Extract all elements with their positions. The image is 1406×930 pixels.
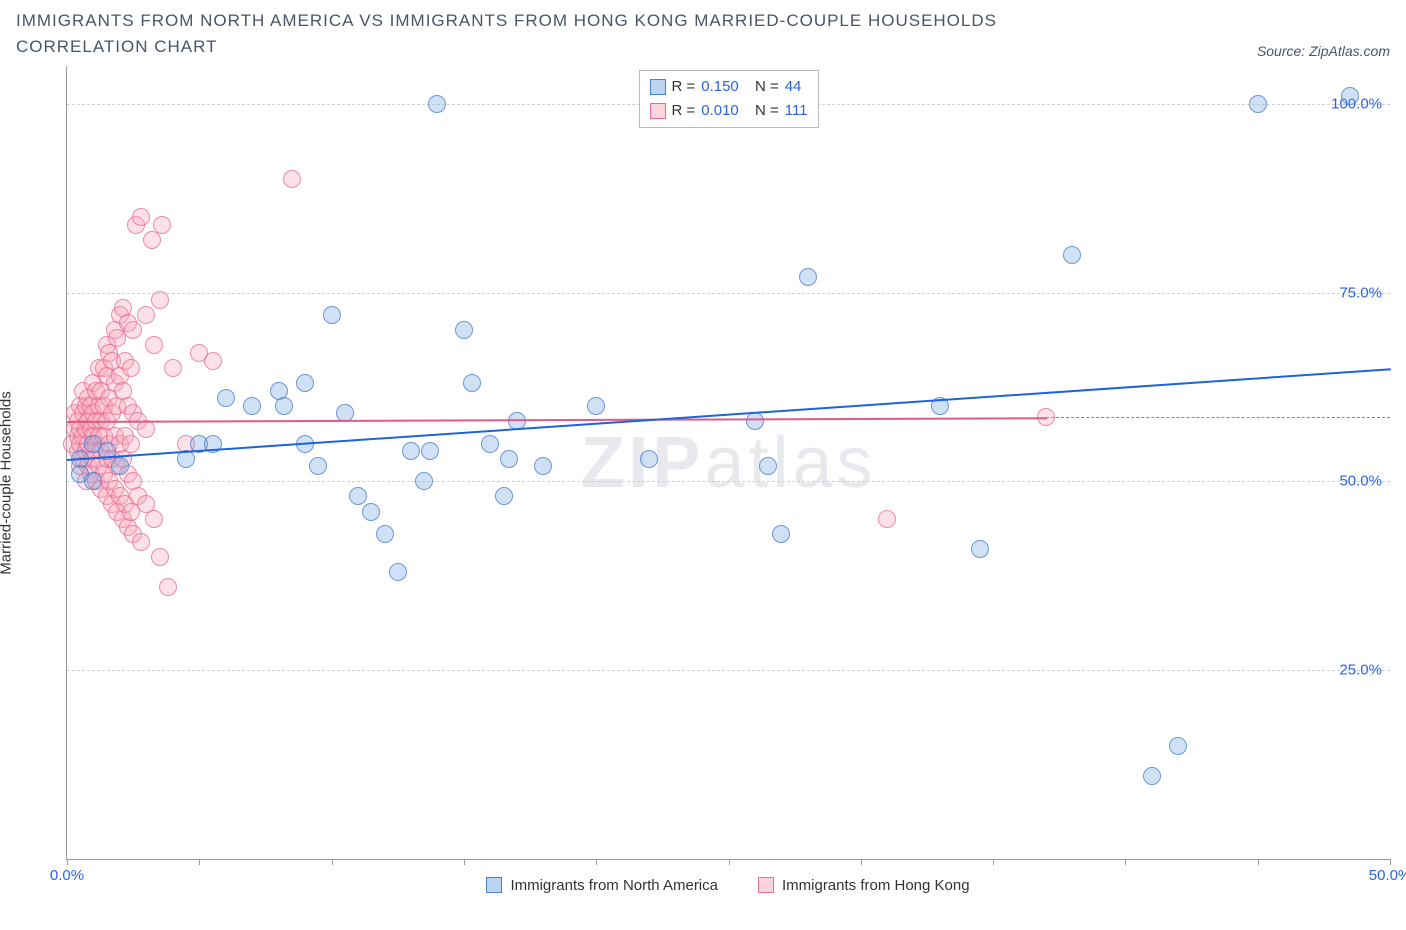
- scatter-point-blue: [799, 268, 817, 286]
- scatter-point-blue: [1143, 767, 1161, 785]
- legend-label-pink: Immigrants from Hong Kong: [782, 877, 970, 894]
- scatter-point-pink: [164, 359, 182, 377]
- scatter-point-blue: [495, 487, 513, 505]
- scatter-point-pink: [283, 170, 301, 188]
- x-tick: [464, 859, 465, 865]
- scatter-point-blue: [415, 472, 433, 490]
- scatter-point-blue: [971, 540, 989, 558]
- trend-line-pink: [67, 418, 1047, 424]
- scatter-point-blue: [481, 435, 499, 453]
- scatter-point-pink: [132, 208, 150, 226]
- x-tick: [67, 859, 68, 865]
- title-bar: IMMIGRANTS FROM NORTH AMERICA VS IMMIGRA…: [0, 0, 1406, 63]
- legend-item-pink: Immigrants from Hong Kong: [758, 877, 970, 894]
- scatter-point-blue: [772, 525, 790, 543]
- scatter-point-pink: [151, 548, 169, 566]
- square-icon-pink: [649, 103, 665, 119]
- scatter-point-pink: [132, 533, 150, 551]
- square-icon-pink: [758, 877, 774, 893]
- scatter-point-blue: [296, 374, 314, 392]
- scatter-point-blue: [421, 442, 439, 460]
- scatter-point-blue: [1169, 737, 1187, 755]
- grid-line: [67, 481, 1390, 482]
- square-icon-blue: [649, 79, 665, 95]
- scatter-point-pink: [124, 321, 142, 339]
- scatter-point-pink: [122, 435, 140, 453]
- scatter-point-blue: [84, 472, 102, 490]
- scatter-point-pink: [151, 291, 169, 309]
- legend-label-blue: Immigrants from North America: [510, 877, 718, 894]
- grid-line: [67, 293, 1390, 294]
- scatter-point-pink: [137, 306, 155, 324]
- scatter-point-blue: [362, 503, 380, 521]
- watermark-atlas: atlas: [704, 423, 876, 503]
- scatter-point-pink: [159, 578, 177, 596]
- scatter-point-blue: [349, 487, 367, 505]
- scatter-point-blue: [463, 374, 481, 392]
- chart-container: Married-couple Households ZIPatlas R = 0…: [16, 66, 1390, 900]
- source-attribution: Source: ZipAtlas.com: [1257, 43, 1390, 59]
- r-value-pink: 0.010: [701, 99, 739, 123]
- x-tick: [993, 859, 994, 865]
- legend-item-blue: Immigrants from North America: [486, 877, 718, 894]
- scatter-point-pink: [122, 359, 140, 377]
- legend-stats-row-pink: R = 0.010 N = 111: [649, 99, 807, 123]
- chart-title: IMMIGRANTS FROM NORTH AMERICA VS IMMIGRA…: [16, 8, 1116, 59]
- x-tick: [1390, 859, 1391, 865]
- x-tick: [596, 859, 597, 865]
- x-tick: [332, 859, 333, 865]
- plot-area: ZIPatlas R = 0.150 N = 44 R = 0.010 N = …: [66, 66, 1390, 860]
- scatter-point-blue: [217, 389, 235, 407]
- scatter-point-blue: [111, 457, 129, 475]
- y-tick-label: 50.0%: [1339, 473, 1382, 490]
- scatter-point-blue: [1249, 95, 1267, 113]
- n-label: N =: [755, 75, 779, 99]
- scatter-point-blue: [587, 397, 605, 415]
- x-tick: [729, 859, 730, 865]
- scatter-point-pink: [204, 352, 222, 370]
- scatter-point-blue: [376, 525, 394, 543]
- n-value-pink: 111: [785, 99, 808, 123]
- scatter-point-pink: [145, 510, 163, 528]
- r-label: R =: [671, 75, 695, 99]
- y-axis-label: Married-couple Households: [0, 391, 15, 574]
- scatter-point-blue: [389, 563, 407, 581]
- watermark: ZIPatlas: [580, 422, 876, 504]
- scatter-point-pink: [153, 216, 171, 234]
- scatter-point-pink: [145, 336, 163, 354]
- scatter-point-blue: [455, 321, 473, 339]
- scatter-point-blue: [402, 442, 420, 460]
- scatter-point-pink: [143, 231, 161, 249]
- r-value-blue: 0.150: [701, 75, 739, 99]
- x-tick: [861, 859, 862, 865]
- scatter-point-blue: [1063, 246, 1081, 264]
- scatter-point-blue: [534, 457, 552, 475]
- r-label: R =: [671, 99, 695, 123]
- n-label: N =: [755, 99, 779, 123]
- scatter-point-blue: [1341, 87, 1359, 105]
- square-icon-blue: [486, 877, 502, 893]
- scatter-point-blue: [759, 457, 777, 475]
- trend-line-blue: [67, 368, 1391, 461]
- legend-bottom: Immigrants from North America Immigrants…: [66, 870, 1390, 900]
- scatter-point-blue: [275, 397, 293, 415]
- grid-line: [67, 670, 1390, 671]
- y-tick-label: 75.0%: [1339, 284, 1382, 301]
- scatter-point-blue: [746, 412, 764, 430]
- scatter-point-blue: [243, 397, 261, 415]
- x-tick: [1258, 859, 1259, 865]
- legend-stats-row-blue: R = 0.150 N = 44: [649, 75, 807, 99]
- scatter-point-blue: [640, 450, 658, 468]
- scatter-point-blue: [500, 450, 518, 468]
- n-value-blue: 44: [785, 75, 802, 99]
- scatter-point-blue: [428, 95, 446, 113]
- trend-line-pink-dashed: [1046, 417, 1390, 418]
- x-tick: [199, 859, 200, 865]
- x-tick: [1125, 859, 1126, 865]
- scatter-point-pink: [878, 510, 896, 528]
- legend-stats-box: R = 0.150 N = 44 R = 0.010 N = 111: [638, 70, 818, 128]
- y-tick-label: 25.0%: [1339, 662, 1382, 679]
- scatter-point-blue: [309, 457, 327, 475]
- scatter-point-blue: [323, 306, 341, 324]
